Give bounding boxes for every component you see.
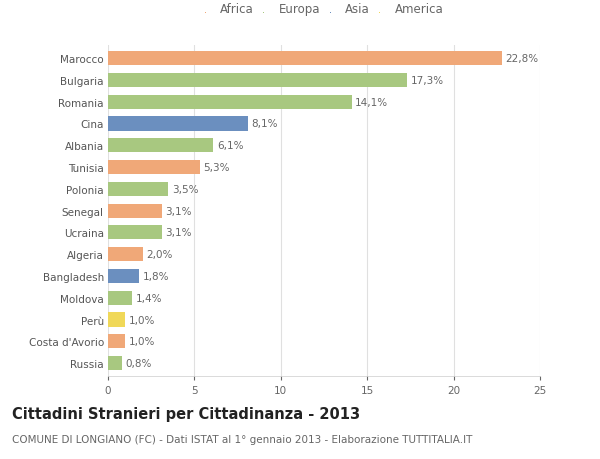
Text: 14,1%: 14,1% xyxy=(355,97,388,107)
Text: 6,1%: 6,1% xyxy=(217,141,244,151)
Text: 1,8%: 1,8% xyxy=(143,271,169,281)
Bar xyxy=(108,335,125,349)
Text: 3,1%: 3,1% xyxy=(165,206,191,216)
Bar xyxy=(108,52,502,66)
Text: 1,4%: 1,4% xyxy=(136,293,162,303)
Text: 0,8%: 0,8% xyxy=(125,358,152,368)
Bar xyxy=(108,95,352,110)
Text: 1,0%: 1,0% xyxy=(129,336,155,347)
Text: 8,1%: 8,1% xyxy=(251,119,278,129)
Text: 22,8%: 22,8% xyxy=(505,54,539,64)
Bar xyxy=(108,73,407,88)
Bar xyxy=(108,269,139,284)
Text: 2,0%: 2,0% xyxy=(146,250,172,260)
Text: 1,0%: 1,0% xyxy=(129,315,155,325)
Text: 3,1%: 3,1% xyxy=(165,228,191,238)
Bar xyxy=(108,291,132,305)
Text: 3,5%: 3,5% xyxy=(172,185,199,195)
Bar xyxy=(108,182,169,196)
Text: COMUNE DI LONGIANO (FC) - Dati ISTAT al 1° gennaio 2013 - Elaborazione TUTTITALI: COMUNE DI LONGIANO (FC) - Dati ISTAT al … xyxy=(12,434,472,444)
Bar xyxy=(108,161,200,175)
Text: 5,3%: 5,3% xyxy=(203,162,230,173)
Bar xyxy=(108,356,122,370)
Bar xyxy=(108,139,214,153)
Text: 17,3%: 17,3% xyxy=(410,76,443,86)
Legend: Africa, Europa, Asia, America: Africa, Europa, Asia, America xyxy=(202,0,446,18)
Bar xyxy=(108,313,125,327)
Bar xyxy=(108,226,161,240)
Bar xyxy=(108,247,143,262)
Text: Cittadini Stranieri per Cittadinanza - 2013: Cittadini Stranieri per Cittadinanza - 2… xyxy=(12,406,360,421)
Bar xyxy=(108,204,161,218)
Bar xyxy=(108,117,248,131)
